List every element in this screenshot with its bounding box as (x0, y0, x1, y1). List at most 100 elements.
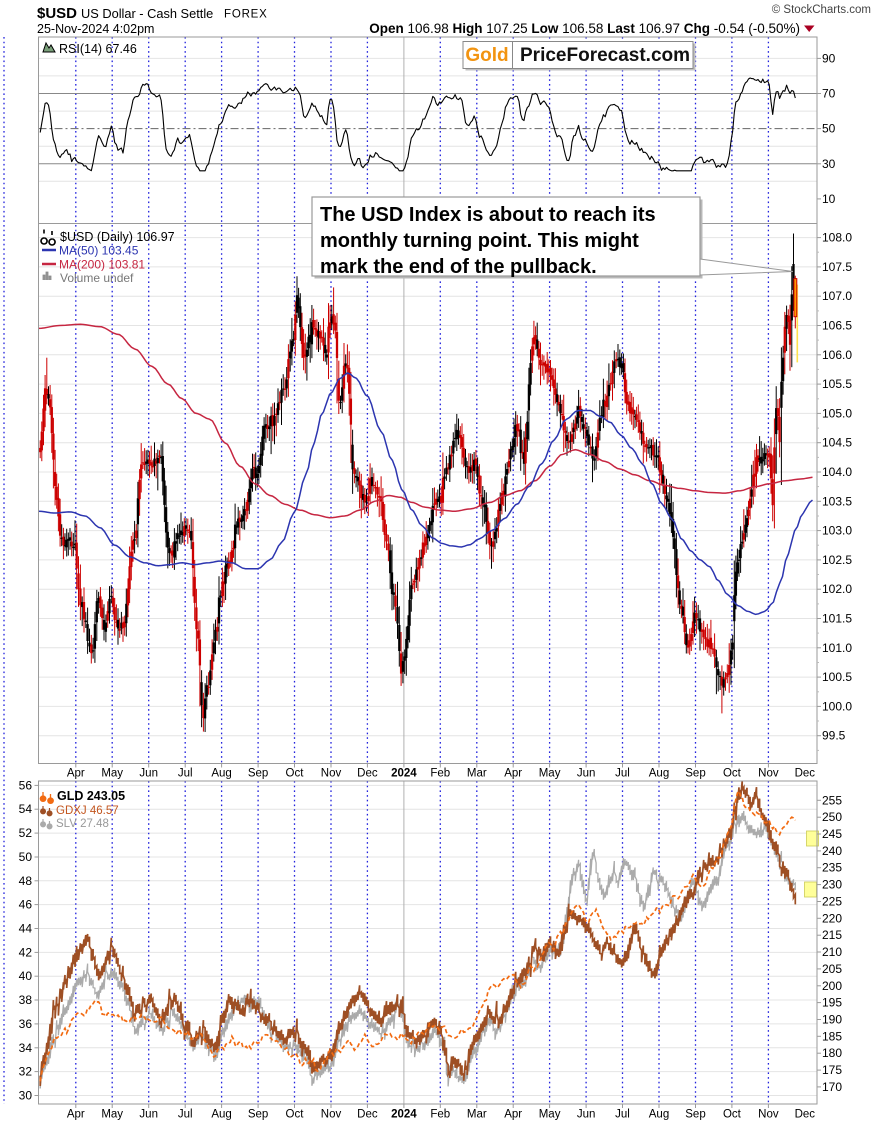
svg-text:175: 175 (822, 1063, 842, 1077)
svg-text:Jul: Jul (615, 768, 630, 780)
svg-text:103.0: 103.0 (822, 524, 852, 538)
svg-text:Feb: Feb (430, 768, 450, 780)
svg-text:Jun: Jun (577, 1109, 596, 1121)
svg-text:Dec: Dec (795, 768, 816, 780)
svg-text:The USD Index is about to reac: The USD Index is about to reach its (320, 204, 656, 226)
svg-text:Feb: Feb (430, 1109, 450, 1121)
svg-text:Mar: Mar (467, 1109, 487, 1121)
svg-text:Jul: Jul (178, 1109, 193, 1121)
svg-text:104.0: 104.0 (822, 465, 852, 479)
svg-text:Jul: Jul (615, 1109, 630, 1121)
svg-text:Aug: Aug (211, 1109, 231, 1121)
svg-text:38: 38 (19, 993, 33, 1007)
svg-text:30: 30 (19, 1089, 33, 1103)
svg-text:46: 46 (19, 898, 33, 912)
svg-text:101.0: 101.0 (822, 641, 852, 655)
svg-text:36: 36 (19, 1017, 33, 1031)
svg-text:225: 225 (822, 895, 842, 909)
svg-text:90: 90 (822, 51, 836, 65)
svg-text:PriceForecast.com: PriceForecast.com (520, 45, 690, 66)
svg-text:101.5: 101.5 (822, 612, 852, 626)
svg-text:May: May (101, 1109, 123, 1121)
svg-text:50: 50 (19, 850, 33, 864)
svg-text:44: 44 (19, 922, 33, 936)
svg-text:103.5: 103.5 (822, 494, 852, 508)
svg-text:235: 235 (822, 861, 842, 875)
svg-text:195: 195 (822, 996, 842, 1010)
svg-text:220: 220 (822, 911, 842, 925)
svg-text:Jun: Jun (139, 768, 158, 780)
svg-text:255: 255 (822, 793, 842, 807)
svg-text:56: 56 (19, 778, 33, 792)
svg-text:70: 70 (822, 87, 836, 101)
svg-text:Dec: Dec (795, 1109, 816, 1121)
svg-text:Aug: Aug (649, 1109, 669, 1121)
svg-text:240: 240 (822, 844, 842, 858)
svg-text:54: 54 (19, 802, 33, 816)
svg-text:Sep: Sep (248, 768, 268, 780)
svg-text:105.0: 105.0 (822, 406, 852, 420)
svg-text:200: 200 (822, 979, 842, 993)
svg-text:Nov: Nov (758, 1109, 779, 1121)
svg-text:107.5: 107.5 (822, 260, 852, 274)
svg-text:Open 106.98 High 107.25 Low 10: Open 106.98 High 107.25 Low 106.58 Last … (369, 21, 800, 36)
svg-text:32: 32 (19, 1065, 33, 1079)
svg-text:245: 245 (822, 827, 842, 841)
svg-text:Dec: Dec (357, 1109, 378, 1121)
svg-text:42: 42 (19, 945, 33, 959)
svg-text:2024: 2024 (391, 1109, 417, 1121)
svg-text:Nov: Nov (321, 768, 342, 780)
svg-text:100.5: 100.5 (822, 670, 852, 684)
svg-text:Sep: Sep (248, 1109, 268, 1121)
svg-text:Oct: Oct (286, 768, 305, 780)
svg-text:Sep: Sep (685, 768, 705, 780)
svg-text:May: May (101, 768, 123, 780)
svg-text:FOREX: FOREX (224, 9, 268, 21)
svg-text:105.5: 105.5 (822, 377, 852, 391)
svg-text:monthly turning point. This mi: monthly turning point. This might (320, 230, 639, 252)
svg-text:205: 205 (822, 962, 842, 976)
svg-text:2024: 2024 (391, 768, 417, 780)
svg-text:Jun: Jun (577, 768, 596, 780)
svg-text:250: 250 (822, 810, 842, 824)
svg-text:102.5: 102.5 (822, 553, 852, 567)
svg-text:Apr: Apr (67, 1109, 85, 1121)
svg-text:May: May (539, 768, 561, 780)
svg-text:Volume undef: Volume undef (60, 271, 134, 285)
svg-text:GLD 243.05: GLD 243.05 (57, 789, 125, 803)
svg-text:102.0: 102.0 (822, 582, 852, 596)
svg-text:Jul: Jul (178, 768, 193, 780)
svg-text:SLV 27.48: SLV 27.48 (56, 818, 109, 830)
svg-text:10: 10 (822, 192, 836, 206)
svg-text:108.0: 108.0 (822, 231, 852, 245)
svg-text:210: 210 (822, 945, 842, 959)
svg-text:Mar: Mar (467, 768, 487, 780)
svg-text:34: 34 (19, 1041, 33, 1055)
svg-text:Dec: Dec (357, 768, 378, 780)
svg-text:104.5: 104.5 (822, 436, 852, 450)
svg-text:30: 30 (822, 157, 836, 171)
svg-text:185: 185 (822, 1029, 842, 1043)
svg-text:Apr: Apr (504, 1109, 522, 1121)
svg-text:40: 40 (19, 969, 33, 983)
svg-text:Oct: Oct (723, 768, 742, 780)
svg-text:Oct: Oct (286, 1109, 305, 1121)
svg-text:100.0: 100.0 (822, 699, 852, 713)
svg-text:25-Nov-2024 4:02pm: 25-Nov-2024 4:02pm (37, 22, 154, 36)
svg-text:52: 52 (19, 826, 33, 840)
svg-text:MA(50) 103.45: MA(50) 103.45 (59, 244, 139, 258)
svg-text:106.0: 106.0 (822, 348, 852, 362)
svg-text:230: 230 (822, 878, 842, 892)
svg-text:Apr: Apr (504, 768, 522, 780)
svg-text:mark the end of the pullback.: mark the end of the pullback. (320, 256, 597, 278)
svg-text:$USD: $USD (37, 5, 77, 22)
svg-text:Jun: Jun (139, 1109, 158, 1121)
svg-text:106.5: 106.5 (822, 319, 852, 333)
svg-text:170: 170 (822, 1080, 842, 1094)
svg-text:Nov: Nov (758, 768, 779, 780)
svg-text:Gold: Gold (465, 45, 508, 66)
svg-text:© StockCharts.com: © StockCharts.com (772, 4, 871, 16)
svg-text:190: 190 (822, 1013, 842, 1027)
svg-text:215: 215 (822, 928, 842, 942)
svg-text:Aug: Aug (211, 768, 231, 780)
